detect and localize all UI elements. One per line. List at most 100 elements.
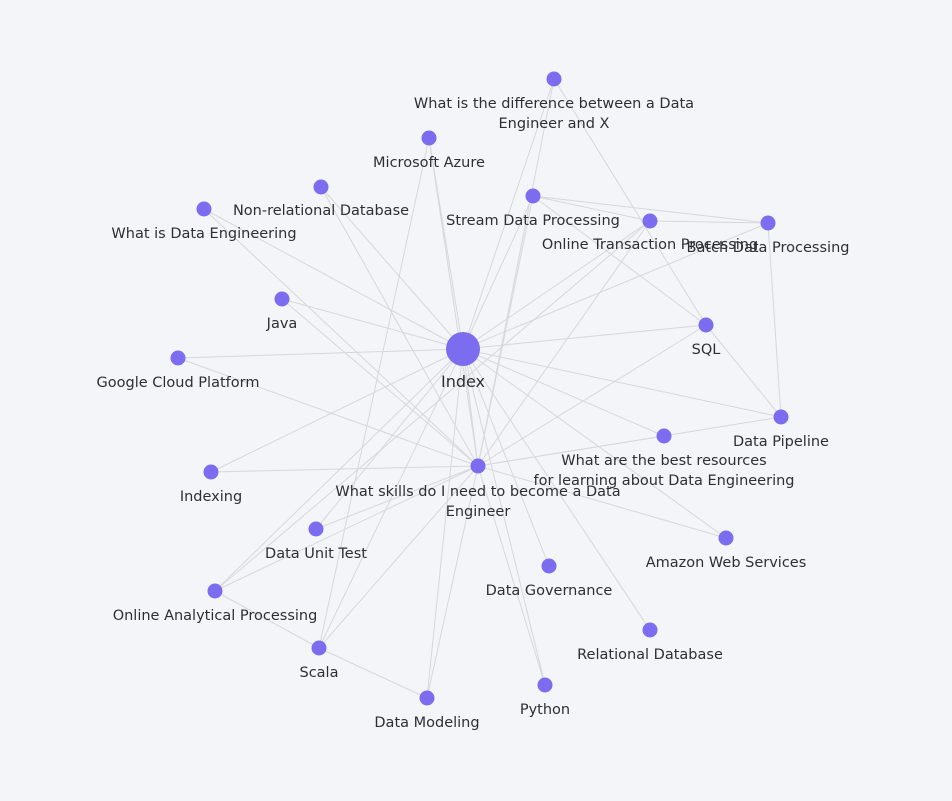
- graph-nodes: Index What skills do I need to become a D…: [97, 71, 850, 732]
- graph-node-unittest[interactable]: Data Unit Test: [265, 521, 367, 563]
- graph-edge-olap-oltp: [214, 220, 651, 592]
- graph-edge-index-gcp: [177, 348, 464, 359]
- graph-edge-skills-whatde: [203, 208, 479, 467]
- graph-node-relational[interactable]: Relational Database: [577, 622, 723, 664]
- node-dot-nonrel[interactable]: [313, 179, 329, 195]
- node-label-governance[interactable]: Data Governance: [486, 583, 613, 599]
- node-label-batch[interactable]: Batch Data Processing: [687, 240, 850, 256]
- graph-edge-index-sql: [462, 324, 707, 350]
- graph-edge-scala-modeling: [318, 647, 428, 699]
- graph-edge-index-olap: [214, 348, 464, 592]
- node-dot-python[interactable]: [537, 677, 553, 693]
- graph-edge-skills-resources: [477, 435, 665, 467]
- node-label-sql[interactable]: SQL: [692, 342, 721, 358]
- graph-edge-index-resources: [462, 348, 665, 437]
- graph-edge-skills-stream: [477, 195, 534, 467]
- node-label-stream[interactable]: Stream Data Processing: [446, 213, 620, 229]
- graph-node-diff[interactable]: What is the difference between a Data Eng…: [414, 71, 694, 133]
- graph-edge-stream-oltp: [532, 195, 651, 222]
- node-label-unittest[interactable]: Data Unit Test: [265, 546, 367, 562]
- node-label-aws[interactable]: Amazon Web Services: [646, 555, 807, 571]
- graph-node-governance[interactable]: Data Governance: [486, 558, 613, 600]
- graph-node-olap[interactable]: Online Analytical Processing: [113, 583, 318, 625]
- node-dot-azure[interactable]: [421, 130, 437, 146]
- graph-edge-skills-modeling: [426, 465, 479, 699]
- graph-node-scala[interactable]: Scala: [300, 640, 339, 682]
- graph-edge-skills-scala: [318, 465, 479, 649]
- node-dot-diff[interactable]: [546, 71, 562, 87]
- graph-node-azure[interactable]: Microsoft Azure: [373, 130, 485, 172]
- graph-edge-index-indexing: [210, 348, 464, 473]
- graph-edge-index-diff: [462, 78, 555, 350]
- graph-edge-index-unittest: [315, 348, 464, 530]
- node-label-indexing[interactable]: Indexing: [180, 489, 242, 505]
- graph-node-whatde[interactable]: What is Data Engineering: [111, 201, 297, 243]
- node-label-pipeline[interactable]: Data Pipeline: [733, 434, 829, 450]
- node-dot-aws[interactable]: [718, 530, 734, 546]
- node-label-python[interactable]: Python: [520, 702, 570, 718]
- graph-edge-skills-unittest: [315, 465, 479, 530]
- graph-node-nonrel[interactable]: Non-relational Database: [233, 179, 409, 220]
- node-label-relational[interactable]: Relational Database: [577, 647, 723, 663]
- graph-node-gcp[interactable]: Google Cloud Platform: [97, 350, 260, 392]
- graph-edge-skills-gcp: [177, 357, 479, 467]
- graph-edge-index-python: [462, 348, 546, 686]
- node-label-index[interactable]: Index: [441, 372, 485, 391]
- graph-node-aws[interactable]: Amazon Web Services: [646, 530, 807, 572]
- graph-edge-index-oltp: [462, 220, 651, 350]
- node-dot-governance[interactable]: [541, 558, 557, 574]
- graph-edge-stream-batch: [532, 195, 769, 224]
- node-dot-batch[interactable]: [760, 215, 776, 231]
- node-dot-sql[interactable]: [698, 317, 714, 333]
- graph-node-skills[interactable]: What skills do I need to become a Data En…: [335, 458, 621, 521]
- graph-edge-batch-pipeline: [767, 222, 782, 418]
- graph-edge-index-whatde: [203, 208, 464, 350]
- graph-edge-diff-sql: [553, 78, 707, 326]
- graph-node-pipeline[interactable]: Data Pipeline: [733, 409, 829, 451]
- node-label-modeling[interactable]: Data Modeling: [374, 715, 479, 731]
- node-dot-indexing[interactable]: [203, 464, 219, 480]
- node-label-whatde[interactable]: What is Data Engineering: [111, 226, 296, 242]
- node-dot-java[interactable]: [274, 291, 290, 307]
- graph-node-stream[interactable]: Stream Data Processing: [446, 188, 620, 230]
- node-label-resources[interactable]: What are the best resources for learning …: [534, 453, 795, 489]
- node-label-nonrel[interactable]: Non-relational Database: [233, 203, 409, 219]
- graph-edge-stream-sql: [532, 195, 707, 326]
- node-dot-relational[interactable]: [642, 622, 658, 638]
- node-dot-whatde[interactable]: [196, 201, 212, 217]
- graph-node-sql[interactable]: SQL: [692, 317, 721, 359]
- node-label-java[interactable]: Java: [266, 316, 298, 332]
- node-label-diff[interactable]: What is the difference between a Data Eng…: [414, 96, 694, 132]
- node-label-gcp[interactable]: Google Cloud Platform: [97, 375, 260, 391]
- graph-node-oltp[interactable]: Online Transaction Processing: [542, 213, 758, 254]
- node-dot-olap[interactable]: [207, 583, 223, 599]
- node-dot-resources[interactable]: [656, 428, 672, 444]
- node-dot-stream[interactable]: [525, 188, 541, 204]
- graph-node-python[interactable]: Python: [520, 677, 570, 719]
- node-dot-gcp[interactable]: [170, 350, 186, 366]
- node-dot-modeling[interactable]: [419, 690, 435, 706]
- node-dot-skills[interactable]: [470, 458, 486, 474]
- graph-edge-olap-scala: [214, 590, 320, 649]
- graph-node-batch[interactable]: Batch Data Processing: [687, 215, 850, 257]
- graph-edge-index-governance: [462, 348, 550, 567]
- node-dot-oltp[interactable]: [642, 213, 658, 229]
- node-dot-unittest[interactable]: [308, 521, 324, 537]
- graph-node-index[interactable]: Index: [441, 332, 485, 391]
- graph-node-java[interactable]: Java: [266, 291, 298, 333]
- graph-node-modeling[interactable]: Data Modeling: [374, 690, 480, 732]
- node-dot-index[interactable]: [446, 332, 480, 366]
- node-label-azure[interactable]: Microsoft Azure: [373, 155, 485, 171]
- graph-node-indexing[interactable]: Indexing: [180, 464, 242, 506]
- node-label-olap[interactable]: Online Analytical Processing: [113, 608, 318, 624]
- node-label-scala[interactable]: Scala: [300, 665, 339, 681]
- node-dot-scala[interactable]: [311, 640, 327, 656]
- graph-edge-skills-java: [281, 298, 479, 467]
- node-label-oltp[interactable]: Online Transaction Processing: [542, 237, 758, 253]
- node-dot-pipeline[interactable]: [773, 409, 789, 425]
- node-label-skills[interactable]: What skills do I need to become a Data En…: [335, 484, 620, 520]
- graph-edge-index-scala: [318, 348, 464, 649]
- graph-node-resources[interactable]: What are the best resources for learning …: [534, 428, 795, 490]
- graph-edges: [177, 78, 782, 699]
- graph-edge-index-batch: [462, 222, 769, 350]
